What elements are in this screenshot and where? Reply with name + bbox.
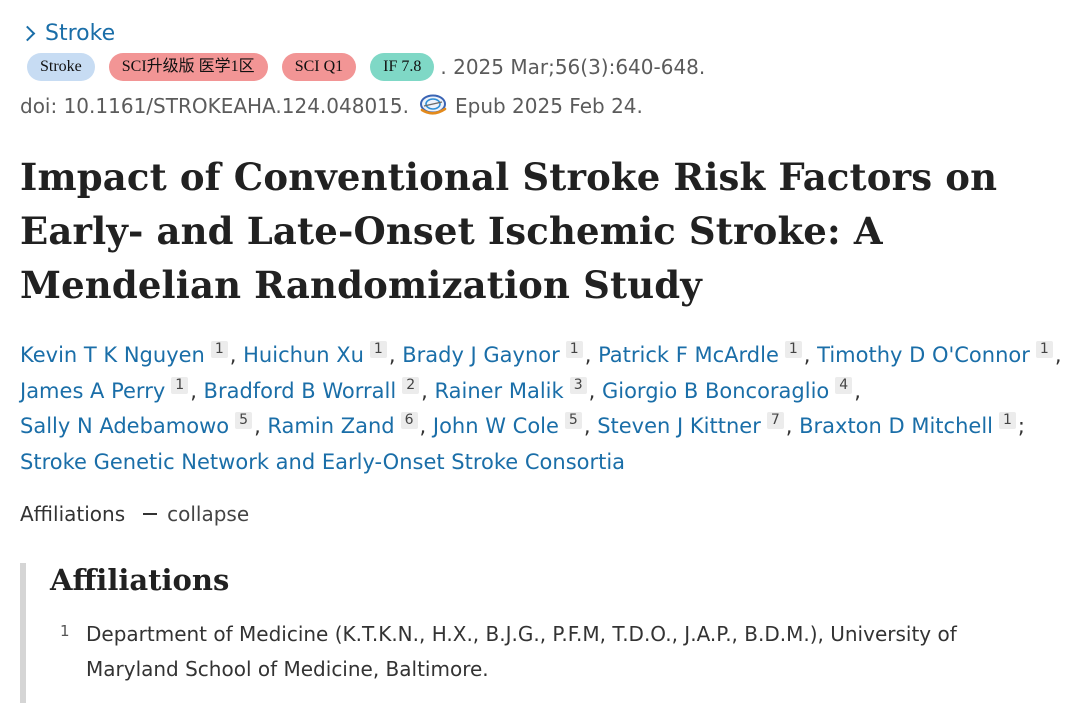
- author-link[interactable]: Timothy D O'Connor: [817, 343, 1030, 367]
- affiliation-ref[interactable]: 1: [999, 412, 1016, 429]
- affiliation-ref[interactable]: 3: [569, 376, 587, 394]
- author-link[interactable]: Ramin Zand: [267, 414, 395, 438]
- author-link[interactable]: Steven J Kittner: [597, 414, 761, 438]
- author-separator: ,: [583, 414, 598, 438]
- author-list: Kevin T K Nguyen 1, Huichun Xu 1, Brady J …: [20, 338, 1070, 480]
- epub-date: Epub 2025 Feb 24.: [454, 94, 643, 118]
- author-link[interactable]: Kevin T K Nguyen: [20, 343, 205, 367]
- badge-sci-ranking[interactable]: SCI升级版 医学1区: [108, 53, 268, 81]
- affiliation-ref[interactable]: 7: [766, 412, 784, 429]
- journal-link-row[interactable]: Stroke: [19, 18, 116, 48]
- author-separator: ,: [254, 414, 268, 438]
- affiliation-ref[interactable]: 5: [564, 412, 582, 429]
- author-separator: ,: [1054, 343, 1062, 367]
- affiliation-ref[interactable]: 1: [369, 341, 387, 358]
- author-separator: ,: [588, 378, 602, 403]
- badge-sci-quartile[interactable]: SCI Q1: [281, 53, 357, 81]
- affiliation-item: 1 Department of Medicine (K.T.K.N., H.X.…: [60, 617, 1070, 687]
- affiliation-text: Department of Medicine (K.T.K.N., H.X., …: [86, 622, 957, 681]
- citation-text: . 2025 Mar;56(3):640-648.: [440, 55, 706, 79]
- author-link[interactable]: John W Cole: [432, 414, 559, 438]
- doi-text: doi: 10.1161/STROKEAHA.124.048015.: [20, 94, 409, 118]
- author-link[interactable]: Rainer Malik: [434, 378, 564, 403]
- badge-journal[interactable]: Stroke: [27, 53, 95, 81]
- affiliation-ref[interactable]: 1: [565, 341, 583, 358]
- badge-impact-factor[interactable]: IF 7.8: [370, 53, 435, 81]
- author-separator: ,: [421, 378, 435, 403]
- affiliation-number: 1: [60, 622, 70, 640]
- author-separator: ,: [419, 414, 433, 438]
- collapse-link[interactable]: collapse: [167, 502, 250, 526]
- minus-icon: [143, 513, 158, 515]
- affiliations-heading: Affiliations: [50, 563, 230, 597]
- consortium-link[interactable]: Stroke Genetic Network and Early-Onset S…: [20, 449, 626, 474]
- author-separator: ,: [854, 378, 861, 403]
- affiliation-ref[interactable]: 2: [402, 376, 420, 394]
- author-separator: ,: [229, 343, 244, 367]
- author-separator: ,: [785, 414, 800, 438]
- author-separator: ,: [803, 343, 818, 367]
- affiliation-ref[interactable]: 1: [210, 341, 228, 358]
- affiliation-ref[interactable]: 1: [171, 376, 189, 394]
- author-link[interactable]: Patrick F McArdle: [598, 343, 779, 367]
- author-link[interactable]: Huichun Xu: [243, 343, 364, 367]
- author-link[interactable]: Brady J Gaynor: [402, 343, 560, 367]
- article-title: Impact of Conventional Stroke Risk Facto…: [20, 155, 998, 307]
- affiliation-ref[interactable]: 5: [235, 412, 253, 429]
- affiliation-ref[interactable]: 1: [784, 341, 802, 358]
- author-link[interactable]: Braxton D Mitchell: [799, 414, 993, 438]
- affiliation-ref[interactable]: 1: [1035, 341, 1053, 358]
- affiliation-ref[interactable]: 6: [400, 412, 418, 429]
- author-link[interactable]: James A Perry: [20, 378, 166, 403]
- author-link[interactable]: Giorgio B Boncoraglio: [601, 378, 830, 403]
- author-separator: ,: [584, 343, 599, 367]
- author-link[interactable]: Bradford B Worrall: [203, 378, 397, 403]
- affiliation-ref[interactable]: 4: [835, 376, 853, 394]
- doi-row: doi: 10.1161/STROKEAHA.124.048015. Epub …: [20, 91, 643, 121]
- affiliations-toggle[interactable]: Affiliations collapse: [20, 502, 249, 526]
- affiliations-toggle-label: Affiliations: [20, 502, 126, 526]
- citation-row: Stroke SCI升级版 医学1区 SCI Q1 IF 7.8 . 2025 …: [27, 53, 705, 81]
- author-separator: ,: [190, 378, 204, 403]
- affiliations-panel: Affiliations 1 Department of Medicine (K…: [20, 563, 1080, 703]
- chevron-right-icon: [19, 25, 36, 41]
- full-text-link-icon[interactable]: [418, 93, 448, 119]
- author-separator: ,: [388, 343, 403, 367]
- journal-link[interactable]: Stroke: [45, 20, 116, 46]
- author-link[interactable]: Sally N Adebamowo: [20, 414, 230, 438]
- author-separator: ;: [1017, 414, 1025, 438]
